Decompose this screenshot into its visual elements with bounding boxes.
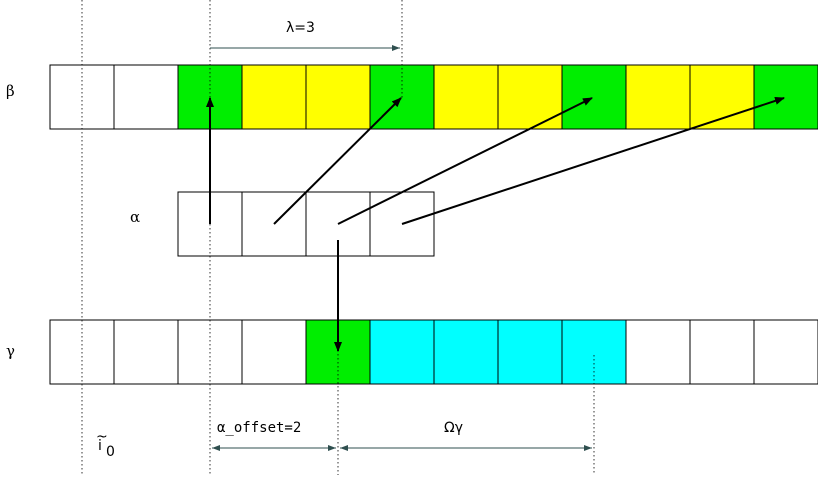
beta-cell-11 <box>753 64 818 130</box>
beta-cell-1 <box>113 64 179 130</box>
beta-cell-4 <box>305 64 371 130</box>
beta-cell-7 <box>497 64 563 130</box>
gamma-cell-9 <box>625 319 691 385</box>
beta-label: β <box>6 82 15 100</box>
beta-cell-3 <box>241 64 307 130</box>
lambda-label: λ=3 <box>286 20 315 36</box>
arrow-alpha3-to-beta <box>401 97 785 225</box>
gamma-cell-11 <box>753 319 818 385</box>
beta-array <box>49 64 818 130</box>
gamma-cell-5 <box>369 319 435 385</box>
gamma-label: γ <box>6 342 15 360</box>
gamma-cell-3 <box>241 319 307 385</box>
svg-text:i: i <box>98 438 102 454</box>
beta-cell-8 <box>561 64 627 130</box>
gamma-cell-6 <box>433 319 499 385</box>
alpha-offset-label: α_offset=2 <box>217 420 301 436</box>
omega-gamma-label: Ωγ <box>444 420 463 436</box>
svg-text:~: ~ <box>96 429 108 445</box>
beta-cell-9 <box>625 64 691 130</box>
alpha-label: α <box>130 208 140 226</box>
gamma-array <box>49 319 818 385</box>
alpha-array <box>177 191 435 257</box>
beta-cell-6 <box>433 64 499 130</box>
gamma-cell-10 <box>689 319 755 385</box>
gamma-cell-1 <box>113 319 179 385</box>
gamma-cell-7 <box>497 319 563 385</box>
arrow-alpha2-to-beta <box>337 97 593 225</box>
gamma-cell-8 <box>561 319 627 385</box>
svg-text:0: 0 <box>106 444 115 460</box>
arrow-alpha1-to-beta <box>273 97 402 225</box>
i0-label: i ~ 0 <box>96 429 115 460</box>
